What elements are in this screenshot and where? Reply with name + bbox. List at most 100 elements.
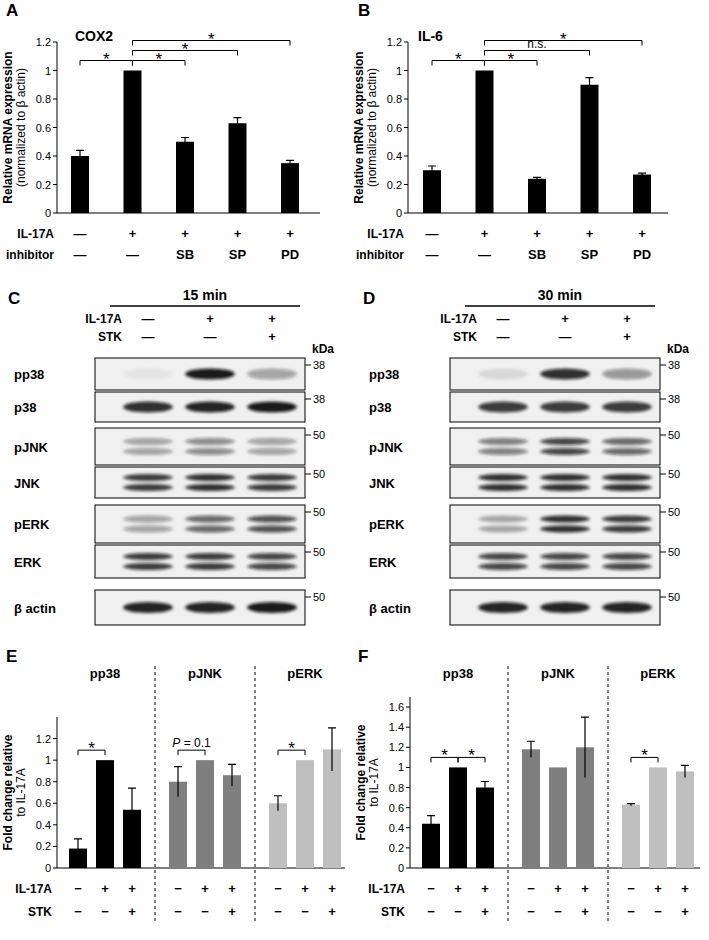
y-tick	[53, 803, 57, 804]
y-tick-label: 0	[398, 862, 404, 874]
condition-symbol: −	[427, 904, 435, 919]
unit-label: kDa	[667, 342, 689, 356]
band	[123, 448, 173, 455]
condition-symbol: +	[268, 329, 276, 344]
condition-symbol: +	[128, 881, 136, 896]
panel-letter: F	[358, 647, 368, 666]
label-part: = 0.1	[180, 736, 211, 750]
band	[123, 484, 173, 491]
band	[602, 526, 652, 533]
condition-symbol: —	[126, 247, 139, 262]
condition-symbol: +	[301, 881, 309, 896]
band	[247, 553, 297, 560]
band	[478, 438, 528, 445]
marker-tick	[305, 365, 311, 366]
y-tick	[53, 846, 57, 847]
condition-symbol: −	[654, 904, 662, 919]
blot-strip	[95, 392, 305, 422]
y-tick	[406, 847, 410, 848]
band	[478, 369, 528, 380]
marker-tick	[305, 597, 311, 598]
bar	[96, 760, 114, 868]
blot-strip	[450, 467, 660, 498]
band	[540, 369, 590, 380]
marker-label: 38	[668, 393, 680, 405]
band	[602, 484, 652, 491]
error-bar	[181, 137, 189, 146]
condition-symbol: —	[74, 247, 87, 262]
error-bar	[533, 177, 541, 180]
blot-label: p38	[369, 400, 391, 415]
condition-symbol: +	[328, 881, 336, 896]
condition-label: inhibitor	[356, 248, 404, 262]
bands	[123, 602, 297, 613]
y-tick	[404, 42, 408, 43]
significance-label: *	[182, 40, 189, 59]
marker-label: 38	[313, 393, 325, 405]
y-tick-label: 1.2	[36, 733, 51, 745]
panel-letter: A	[6, 1, 18, 20]
y-axis-label: Fold change relative	[354, 724, 368, 840]
condition-symbol: +	[234, 226, 242, 241]
condition-symbol: −	[74, 904, 82, 919]
significance-label: *	[560, 30, 567, 49]
band	[185, 526, 235, 533]
y-tick-label: 0.2	[387, 179, 402, 191]
error-bar	[328, 728, 336, 771]
condition-symbol: +	[623, 329, 631, 344]
error-bar	[274, 796, 282, 811]
y-tick	[53, 156, 57, 157]
condition-label: IL-17A	[15, 882, 52, 896]
y-tick	[53, 213, 57, 214]
band	[123, 438, 173, 445]
condition-symbol: —	[426, 226, 439, 241]
y-tick-label: 0.6	[387, 122, 402, 134]
y-tick-label: 0	[396, 207, 402, 219]
band	[185, 474, 235, 481]
group-label: pERK	[287, 666, 323, 681]
band	[602, 448, 652, 455]
blot-strip	[95, 428, 305, 465]
y-tick-label: 1.2	[387, 36, 402, 48]
y-tick-label: 1	[398, 761, 404, 773]
condition-symbol: SP	[581, 247, 599, 262]
error-bar	[527, 741, 535, 757]
y-tick-label: 1.4	[389, 721, 404, 733]
band	[540, 474, 590, 481]
marker-tick	[660, 552, 666, 553]
blot-strip	[95, 505, 305, 543]
y-tick	[404, 127, 408, 128]
blot-strip	[450, 590, 660, 625]
y-tick	[404, 70, 408, 71]
group-label: pERK	[640, 666, 676, 681]
panel-letter: D	[363, 289, 375, 308]
condition-symbol: +	[554, 881, 562, 896]
condition-symbol: —	[559, 329, 572, 344]
y-axis-label: to IL-17A	[14, 768, 28, 817]
band	[602, 402, 652, 413]
condition-label: IL-17A	[367, 227, 404, 241]
condition-symbol: +	[638, 226, 646, 241]
condition-symbol: +	[228, 904, 236, 919]
y-tick	[404, 213, 408, 214]
condition-symbol: +	[481, 904, 489, 919]
y-tick	[406, 868, 410, 869]
condition-symbol: PD	[633, 247, 651, 262]
blot-label: pJNK	[14, 440, 49, 455]
band	[540, 484, 590, 491]
condition-label: STK	[381, 905, 405, 919]
significance-bracket	[485, 51, 590, 56]
y-tick	[406, 827, 410, 828]
condition-symbol: +	[101, 881, 109, 896]
marker-tick	[305, 474, 311, 475]
bar	[528, 179, 546, 213]
condition-symbol: −	[174, 881, 182, 896]
bands	[478, 553, 652, 570]
band	[247, 474, 297, 481]
significance-label: *	[288, 739, 295, 758]
band	[247, 516, 297, 523]
bands	[123, 474, 297, 491]
band	[478, 563, 528, 570]
bar	[269, 803, 287, 868]
condition-symbol: —	[497, 311, 510, 326]
